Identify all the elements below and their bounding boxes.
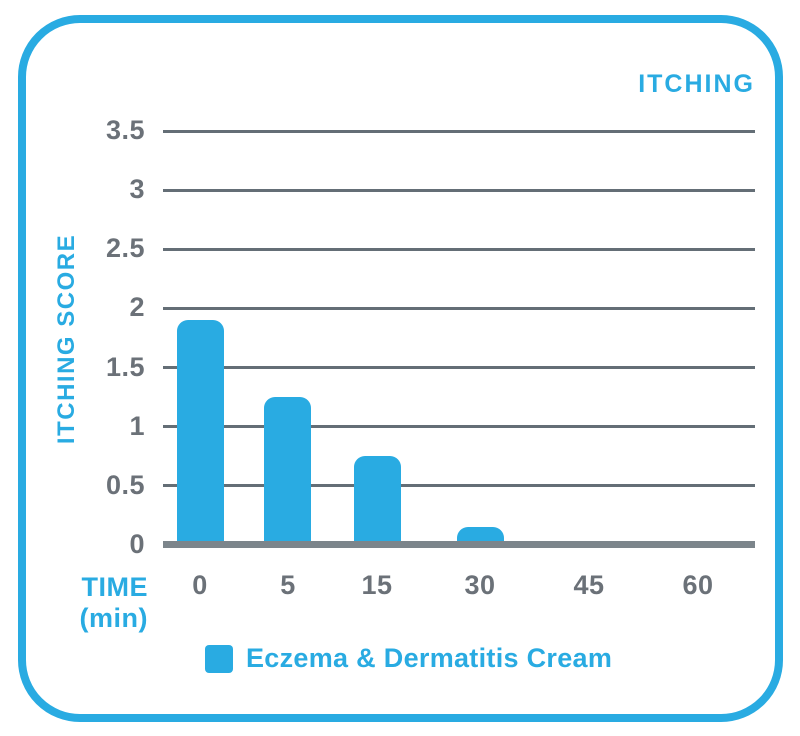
x-axis-label-line1: TIME — [81, 572, 148, 602]
gridline-3 — [163, 188, 755, 192]
y-tick-labels: 3.5 3 2.5 2 1.5 1 0.5 0 — [35, 0, 145, 736]
y-tick-label-1.5: 1.5 — [105, 351, 145, 382]
y-tick-label-0: 0 — [129, 529, 145, 559]
y-tick-label-2.5: 2.5 — [105, 233, 145, 264]
x-tick-label-30: 30 — [464, 570, 496, 600]
x-axis-line — [163, 541, 755, 548]
gridline-3.5 — [163, 129, 755, 133]
x-tick-label-0: 0 — [192, 570, 208, 600]
x-tick-label-15: 15 — [361, 570, 393, 600]
gridline-1 — [163, 425, 755, 429]
legend-label: Eczema & Dermatitis Cream — [246, 643, 613, 673]
y-tick-label-0.5: 0.5 — [105, 469, 145, 500]
gridline-0.5 — [163, 484, 755, 488]
chart-card-border — [18, 15, 783, 722]
x-axis-label-line2: (min) — [79, 603, 148, 633]
x-axis-label: TIME (min) — [40, 572, 148, 634]
chart-title: ITCHING — [638, 70, 755, 98]
bar-30min — [456, 527, 504, 545]
legend-swatch-icon — [205, 644, 233, 673]
bar-0min — [176, 320, 224, 545]
x-tick-label-60: 60 — [682, 570, 714, 600]
y-tick-label-3.5: 3.5 — [105, 115, 145, 145]
y-tick-label-1: 1 — [129, 410, 145, 441]
gridline-2.5 — [163, 247, 755, 251]
gridline-1.5 — [163, 366, 755, 370]
legend: Eczema & Dermatitis Cream — [205, 643, 612, 674]
x-tick-label-5: 5 — [280, 570, 296, 600]
x-tick-label-45: 45 — [573, 570, 605, 600]
bar-15min — [353, 456, 401, 545]
gridline-2 — [163, 306, 755, 310]
y-tick-label-3: 3 — [129, 174, 145, 205]
bar-5min — [264, 397, 312, 545]
plot-area — [163, 129, 755, 548]
x-tick-labels: 0 5 15 30 45 60 — [0, 570, 800, 606]
y-tick-label-2: 2 — [129, 292, 145, 323]
